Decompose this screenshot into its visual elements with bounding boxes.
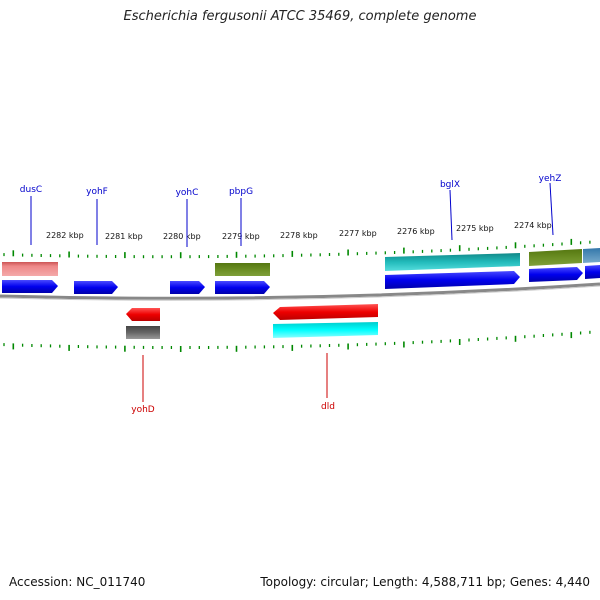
gene-label-dld[interactable]: dld <box>321 402 335 412</box>
reverse-gene-labels: yohD dld <box>131 353 335 415</box>
gene-label-pbpG[interactable]: pbpG <box>229 187 253 197</box>
scale-label: 2281 kbp <box>105 232 143 241</box>
scale-label: 2277 kbp <box>339 229 377 238</box>
genome-summary-label: Topology: circular; Length: 4,588,711 bp… <box>260 575 590 589</box>
scale-labels: 2282 kbp 2281 kbp 2280 kbp 2279 kbp 2278… <box>46 221 552 241</box>
gene-label-yohD[interactable]: yohD <box>131 405 155 415</box>
gene-next-arrow[interactable] <box>585 265 600 279</box>
scale-label: 2280 kbp <box>163 232 201 241</box>
gene-label-bglX[interactable]: bglX <box>440 180 460 190</box>
scale-label: 2282 kbp <box>46 231 84 240</box>
gene-label-yohF[interactable]: yohF <box>86 187 108 197</box>
scale-label: 2275 kbp <box>456 224 494 233</box>
inner-tick-marks <box>3 330 591 352</box>
gene-yehZ-arrow[interactable] <box>529 267 583 282</box>
feature-pbpG-cog[interactable] <box>215 263 270 276</box>
feature-next-cog[interactable] <box>583 248 600 263</box>
feature-dusC-cog[interactable] <box>2 262 58 276</box>
page-title: Escherichia fergusonii ATCC 35469, compl… <box>123 9 477 24</box>
gene-yohC-arrow[interactable] <box>170 281 205 294</box>
reverse-gene-track <box>126 304 378 321</box>
gene-yohF-arrow[interactable] <box>74 281 118 294</box>
forward-gene-track <box>2 265 600 294</box>
genome-backbone-highlight <box>0 285 600 301</box>
gene-bglX-arrow[interactable] <box>385 271 520 289</box>
gene-yohD-arrow[interactable] <box>126 308 160 321</box>
feature-dld-cog[interactable] <box>273 322 378 338</box>
genome-backbone <box>0 282 600 300</box>
feature-yohD-cog[interactable] <box>126 326 160 339</box>
accession-label: Accession: NC_011740 <box>9 575 146 589</box>
gene-label-yehZ[interactable]: yehZ <box>539 174 562 184</box>
feature-yehZ-cog[interactable] <box>529 249 582 266</box>
gene-dusC-arrow[interactable] <box>2 280 58 293</box>
scale-label: 2278 kbp <box>280 231 318 240</box>
scale-label: 2274 kbp <box>514 221 552 230</box>
forward-gene-labels: dusC yohF yohC pbpG bglX yehZ <box>20 174 562 247</box>
label-leader-line <box>449 189 453 241</box>
feature-bglX-cog[interactable] <box>385 253 520 271</box>
outer-tick-marks <box>3 238 591 259</box>
reverse-cog-track <box>126 322 378 339</box>
scale-label: 2276 kbp <box>397 227 435 236</box>
label-leader-line <box>549 182 554 236</box>
gene-dld-arrow[interactable] <box>273 304 378 320</box>
gene-pbpG-arrow[interactable] <box>215 281 270 294</box>
gene-label-yohC[interactable]: yohC <box>176 188 199 198</box>
gene-label-dusC[interactable]: dusC <box>20 185 42 195</box>
forward-cog-track <box>2 248 600 276</box>
